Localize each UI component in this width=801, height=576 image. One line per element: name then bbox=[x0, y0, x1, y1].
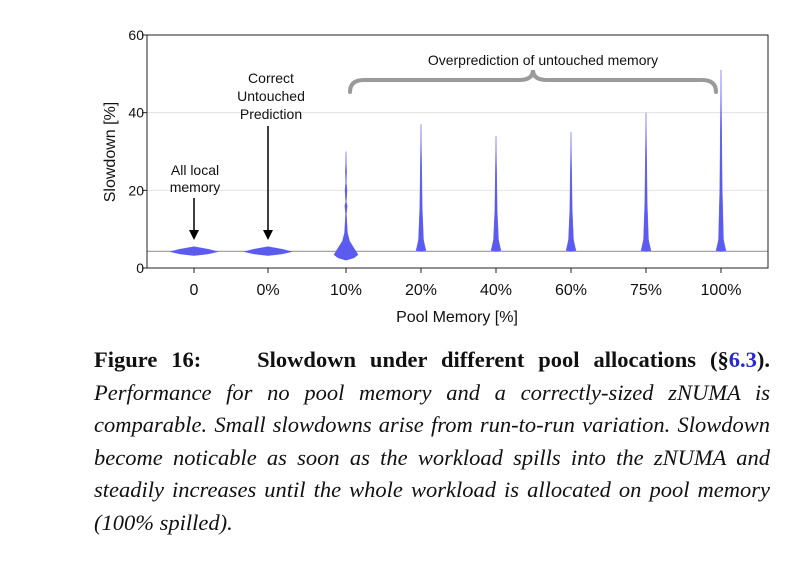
ref-open: (§ bbox=[710, 347, 729, 372]
arrow-correct-head bbox=[263, 230, 273, 240]
grid-lines bbox=[147, 112, 768, 191]
annotation-overprediction: Overprediction of untouched memory bbox=[428, 52, 658, 68]
violin-100pct bbox=[715, 69, 727, 252]
violin-20pct bbox=[415, 124, 427, 252]
annotation-correct-line2: Untouched bbox=[237, 88, 305, 104]
figure-caption: Figure 16: Slowdown under different pool… bbox=[94, 344, 770, 539]
overprediction-brace bbox=[348, 69, 718, 94]
violin-chart: 0 20 40 60 0 0% 10% 20% 40% 60% 75% 100% Slowdown … bbox=[102, 27, 769, 326]
x-tick-label: 40% bbox=[480, 282, 512, 299]
y-tick-label: 0 bbox=[136, 260, 144, 276]
section-ref-link[interactable]: 6.3 bbox=[728, 347, 757, 372]
x-tick-label: 20% bbox=[405, 282, 437, 299]
y-axis-label: Slowdown [%] bbox=[102, 102, 119, 203]
y-axis-ticks: 0 20 40 60 bbox=[128, 27, 147, 276]
arrow-all-local-head bbox=[189, 230, 199, 240]
violin-0pct bbox=[243, 246, 293, 256]
annotation-correct-line3: Prediction bbox=[240, 106, 302, 122]
violin-10pct bbox=[333, 151, 359, 261]
y-tick-label: 40 bbox=[128, 105, 144, 121]
x-tick-label: 60% bbox=[555, 282, 587, 299]
x-tick-label: 0 bbox=[190, 282, 199, 299]
violin-60pct bbox=[565, 132, 577, 252]
violin-0 bbox=[169, 246, 219, 256]
annotation-all-local-line2: memory bbox=[170, 179, 221, 195]
figure-label: Figure 16: bbox=[94, 347, 202, 372]
x-tick-label: 10% bbox=[330, 282, 362, 299]
caption-body: Performance for no pool memory and a cor… bbox=[94, 379, 770, 535]
ref-close: ). bbox=[756, 347, 770, 372]
violin-40pct bbox=[490, 135, 502, 252]
figure-title: Slowdown under different pool allocation… bbox=[257, 347, 697, 372]
violin-series bbox=[169, 69, 727, 261]
violin-75pct bbox=[640, 112, 652, 252]
x-tick-label: 75% bbox=[630, 282, 662, 299]
x-axis-ticks: 0 0% 10% 20% 40% 60% 75% 100% bbox=[190, 268, 742, 299]
annotation-all-local-line1: All local bbox=[171, 162, 219, 178]
annotation-correct-line1: Correct bbox=[248, 70, 294, 86]
x-axis-label: Pool Memory [%] bbox=[396, 309, 518, 326]
y-tick-label: 20 bbox=[128, 182, 144, 198]
plot-frame bbox=[146, 34, 769, 269]
y-tick-label: 60 bbox=[128, 27, 144, 43]
x-tick-label: 100% bbox=[701, 282, 742, 299]
x-tick-label: 0% bbox=[256, 282, 279, 299]
